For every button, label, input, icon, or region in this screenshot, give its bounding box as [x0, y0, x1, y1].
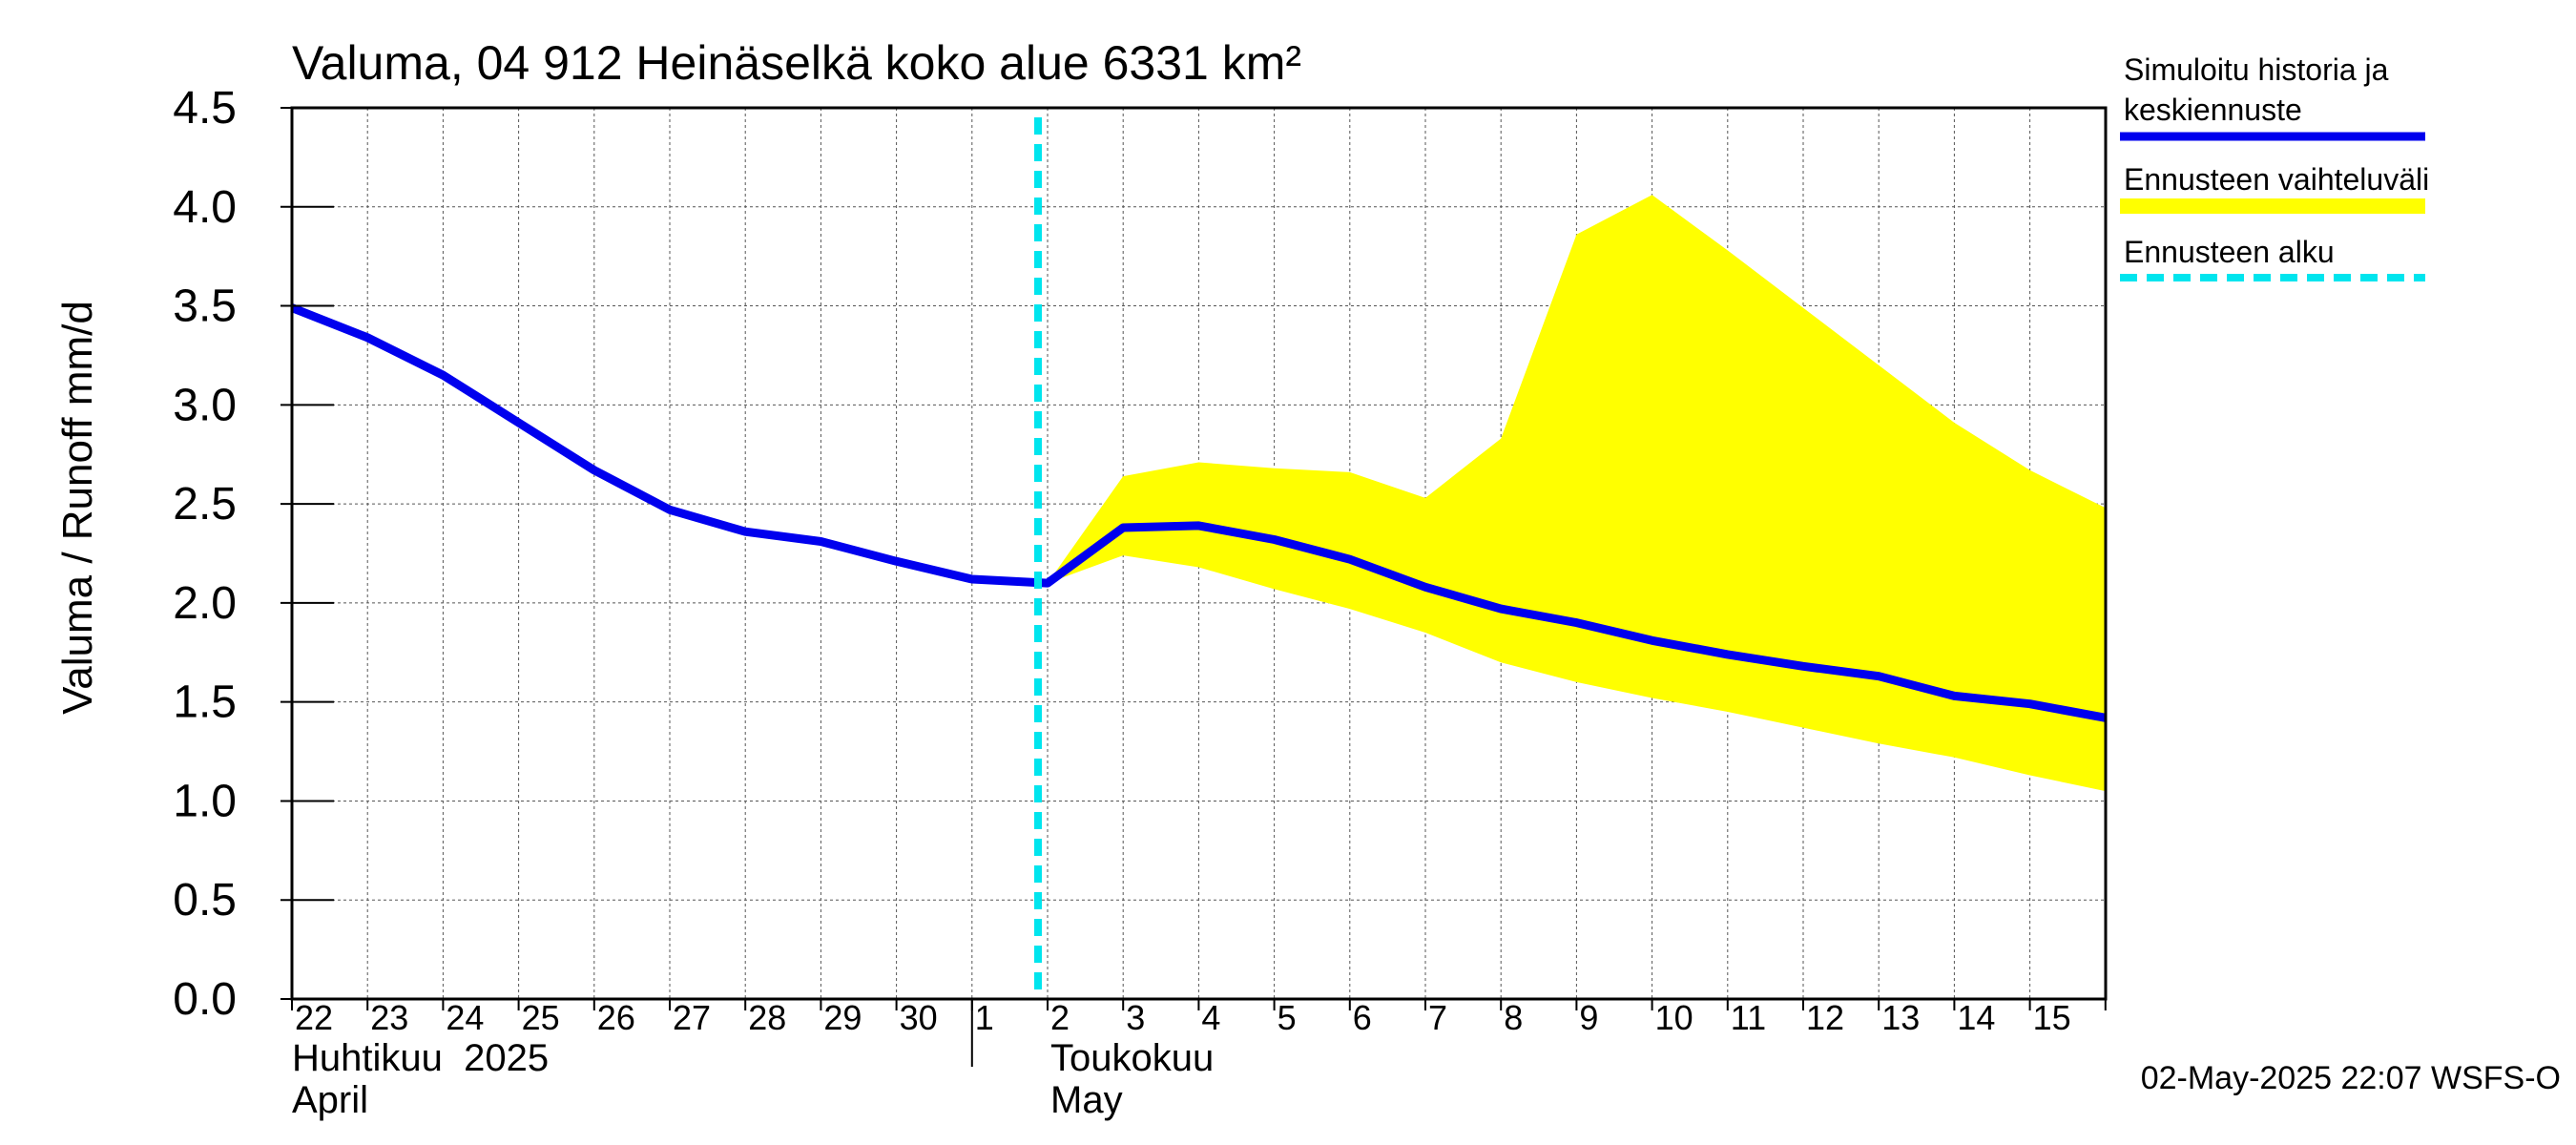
series-line-mean [290, 303, 2107, 722]
forecast-range-band [1048, 195, 2106, 792]
x-tick-label: 3 [1126, 998, 1145, 1037]
forecast-mean-line [290, 303, 2107, 722]
legend-label-mean-line2: keskiennuste [2124, 93, 2302, 127]
x-tick-label: 27 [673, 998, 711, 1037]
x-tick-label: 7 [1428, 998, 1447, 1037]
x-tick-label: 10 [1655, 998, 1693, 1037]
axes [280, 106, 2108, 1067]
x-tick-labels: 22 23 24 25 26 27 28 29 30 1 2 3 4 5 6 7 8 9 10 11 12 13 14 15 [295, 998, 2071, 1037]
x-tick-label: 2 [1050, 998, 1070, 1037]
footer-timestamp: 02-May-2025 22:07 WSFS-O [2141, 1060, 2561, 1096]
month-label-may-line2: May [1050, 1079, 1123, 1121]
x-tick-label: 12 [1806, 998, 1844, 1037]
month-label-may-line1: Toukokuu [1050, 1037, 1214, 1079]
x-tick-label: 25 [522, 998, 560, 1037]
chart-title: Valuma, 04 912 Heinäselkä koko alue 6331… [292, 36, 1301, 90]
y-tick-label: 3.0 [173, 380, 237, 430]
y-tick-label: 3.5 [173, 281, 237, 332]
x-tick-label: 13 [1881, 998, 1920, 1037]
x-tick-label: 15 [2033, 998, 2071, 1037]
y-tick-labels: 0.0 0.5 1.0 1.5 2.0 2.5 3.0 3.5 4.0 4.5 [173, 83, 237, 1025]
x-tick-label: 30 [900, 998, 938, 1037]
month-label-april-line2: April [292, 1079, 368, 1121]
forecast-range-area [1048, 195, 2106, 792]
y-tick-label: 0.5 [173, 875, 237, 926]
x-tick-label: 14 [1957, 998, 1995, 1037]
x-tick-label: 1 [975, 998, 994, 1037]
y-axis-label: Valuma / Runoff mm/d [54, 301, 101, 715]
x-tick-label: 5 [1278, 998, 1297, 1037]
x-tick-label: 24 [446, 998, 484, 1037]
month-label-april-line1: Huhtikuu 2025 [292, 1037, 549, 1079]
x-tick-label: 26 [597, 998, 635, 1037]
y-tick-label: 2.0 [173, 578, 237, 629]
x-tick-label: 9 [1579, 998, 1598, 1037]
y-tick-label: 4.0 [173, 182, 237, 233]
x-tick-label: 28 [748, 998, 786, 1037]
legend-label-forecast-start: Ennusteen alku [2124, 235, 2335, 269]
x-tick-label: 11 [1731, 998, 1766, 1037]
y-tick-label: 0.0 [173, 974, 237, 1025]
x-tick-label: 8 [1504, 998, 1523, 1037]
legend-label-range: Ennusteen vaihteluväli [2124, 162, 2429, 197]
legend: Simuloitu historia ja keskiennuste Ennus… [2120, 52, 2429, 281]
y-tick-label: 2.5 [173, 479, 237, 530]
y-tick-label: 4.5 [173, 83, 237, 134]
x-tick-label: 22 [295, 998, 333, 1037]
legend-label-mean-line1: Simuloitu historia ja [2124, 52, 2389, 87]
y-tick-label: 1.0 [173, 776, 237, 826]
x-tick-label: 4 [1201, 998, 1220, 1037]
x-tick-label: 23 [370, 998, 408, 1037]
y-tick-label: 1.5 [173, 677, 237, 728]
x-tick-label: 6 [1353, 998, 1372, 1037]
x-tick-label: 29 [823, 998, 862, 1037]
